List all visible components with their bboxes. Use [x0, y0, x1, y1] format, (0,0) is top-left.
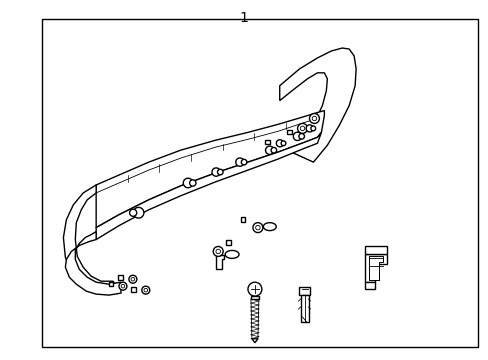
Polygon shape	[216, 255, 224, 269]
Polygon shape	[298, 134, 304, 139]
Polygon shape	[279, 48, 355, 162]
Circle shape	[129, 275, 137, 283]
Bar	[225, 240, 230, 245]
Polygon shape	[133, 207, 143, 218]
Polygon shape	[235, 158, 244, 166]
Polygon shape	[365, 255, 386, 282]
Circle shape	[142, 286, 149, 294]
Circle shape	[311, 116, 316, 121]
Circle shape	[213, 247, 223, 256]
Polygon shape	[276, 140, 283, 147]
Polygon shape	[241, 159, 246, 165]
Bar	[286, 130, 291, 134]
Polygon shape	[96, 111, 324, 228]
Ellipse shape	[263, 223, 276, 231]
Polygon shape	[217, 169, 223, 175]
Circle shape	[121, 284, 124, 288]
Ellipse shape	[224, 251, 239, 258]
Bar	[118, 275, 123, 280]
Polygon shape	[63, 185, 119, 291]
Bar	[240, 217, 245, 222]
Circle shape	[119, 282, 127, 290]
Polygon shape	[265, 146, 273, 154]
Polygon shape	[298, 287, 310, 295]
Polygon shape	[250, 296, 258, 299]
Polygon shape	[300, 295, 308, 322]
Polygon shape	[65, 231, 121, 295]
Bar	[41, 19, 477, 347]
Polygon shape	[183, 178, 192, 188]
Circle shape	[247, 282, 262, 296]
Circle shape	[300, 126, 304, 131]
Polygon shape	[305, 125, 313, 132]
Circle shape	[131, 278, 134, 281]
Polygon shape	[293, 132, 301, 140]
Circle shape	[143, 288, 147, 292]
Polygon shape	[368, 256, 382, 280]
Polygon shape	[96, 132, 321, 239]
Bar	[265, 140, 270, 144]
Polygon shape	[365, 282, 374, 289]
Polygon shape	[281, 141, 285, 146]
Bar	[131, 287, 136, 292]
Polygon shape	[211, 168, 220, 176]
Circle shape	[216, 249, 220, 254]
Polygon shape	[129, 209, 137, 216]
Polygon shape	[189, 180, 196, 186]
Bar	[109, 282, 113, 286]
Text: 1: 1	[239, 11, 248, 25]
Circle shape	[297, 123, 307, 133]
Polygon shape	[310, 126, 315, 131]
Circle shape	[252, 223, 263, 233]
Circle shape	[255, 225, 260, 230]
Polygon shape	[365, 247, 386, 255]
Polygon shape	[270, 148, 276, 153]
Circle shape	[309, 113, 319, 123]
Polygon shape	[251, 339, 257, 343]
